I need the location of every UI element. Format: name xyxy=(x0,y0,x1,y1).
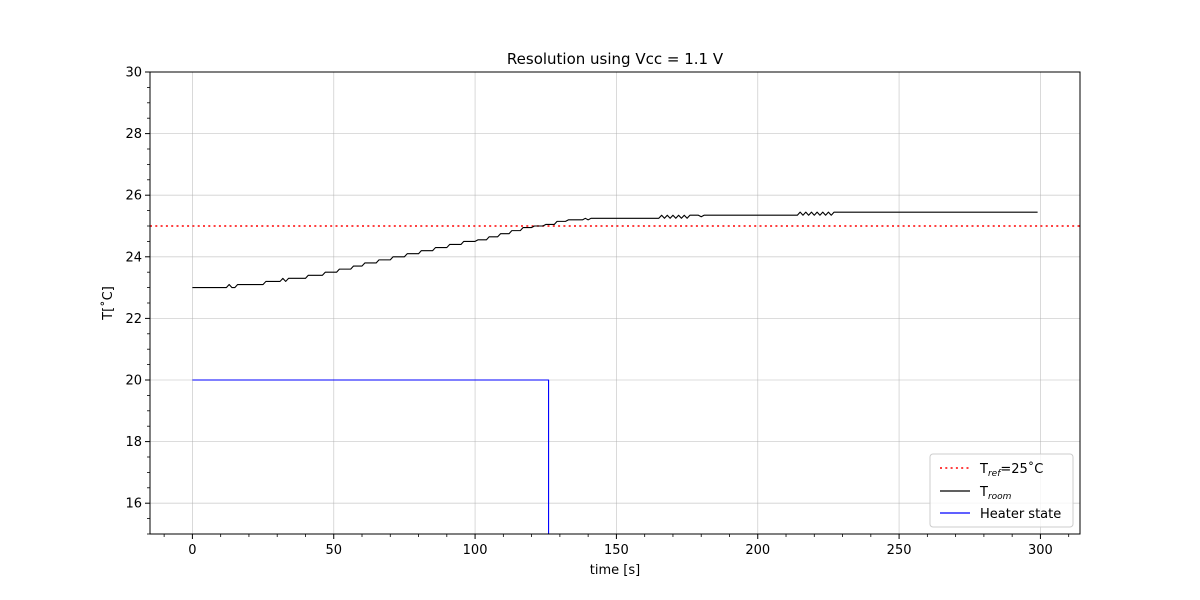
chart-title: Resolution using Vcc = 1.1 V xyxy=(507,50,724,68)
legend: Tref=25˚C Troom Heater state xyxy=(929,453,1074,528)
room-temperature-line xyxy=(192,211,1038,289)
y-tick-label: 28 xyxy=(125,127,142,142)
x-tick-label: 250 xyxy=(887,543,912,558)
plot-series xyxy=(150,211,1080,534)
y-tick-label: 16 xyxy=(125,497,142,512)
legend-box xyxy=(929,453,1074,528)
x-tick-label: 150 xyxy=(604,543,629,558)
legend-label-heater: Heater state xyxy=(980,507,1061,522)
x-tick-label: 0 xyxy=(188,543,196,558)
y-tick-label: 22 xyxy=(125,312,142,327)
legend-label-reference: Tref=25˚C xyxy=(979,461,1043,479)
x-tick-label: 200 xyxy=(745,543,770,558)
x-axis-label: time [s] xyxy=(590,563,640,578)
axis-ticks: 0 50 100 150 200 250 300 16 18 20 22 24 26 28 30 xyxy=(125,66,1070,558)
x-tick-label: 100 xyxy=(463,543,488,558)
y-tick-label: 30 xyxy=(125,66,142,81)
heater-state-line xyxy=(192,379,550,534)
x-tick-label: 50 xyxy=(325,543,342,558)
y-tick-label: 18 xyxy=(125,435,142,450)
y-axis-label: T[˚C] xyxy=(100,286,116,321)
y-tick-label: 26 xyxy=(125,189,142,204)
x-tick-label: 300 xyxy=(1028,543,1053,558)
y-tick-label: 24 xyxy=(125,250,142,265)
legend-label-room: Troom xyxy=(979,485,1012,502)
y-tick-label: 20 xyxy=(125,374,142,389)
